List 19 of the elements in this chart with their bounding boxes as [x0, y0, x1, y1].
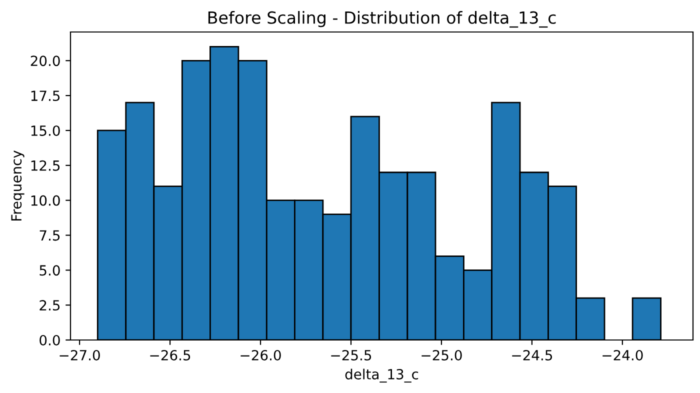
y-tick-label: 15.0	[31, 125, 60, 136]
chart-title: Before Scaling - Distribution of delta_13_c	[208, 11, 556, 28]
y-tick-label: 0.0	[40, 334, 60, 346]
y-tick-label: 7.5	[40, 230, 60, 241]
x-axis-title: delta_13_c	[345, 368, 418, 383]
y-axis-title: Frequency	[11, 150, 24, 221]
x-tick-label: −25.5	[331, 350, 372, 360]
y-tick-label: 10.0	[31, 195, 60, 206]
x-tick-label: −24.5	[512, 350, 552, 360]
x-tick-label: −26.5	[150, 350, 190, 360]
y-tick-label: 2.5	[40, 300, 60, 311]
y-tick-label: 20.0	[30, 56, 60, 66]
x-tick-label: −26.0	[240, 350, 281, 360]
x-tick-label: −27.0	[60, 350, 100, 360]
y-tick-label: 5.0	[40, 265, 60, 276]
x-tick-label: −24.0	[602, 350, 643, 360]
y-tick-label: 17.5	[31, 90, 60, 102]
x-tick-label: −25.0	[422, 350, 462, 360]
y-tick-label: 12.5	[31, 160, 60, 171]
